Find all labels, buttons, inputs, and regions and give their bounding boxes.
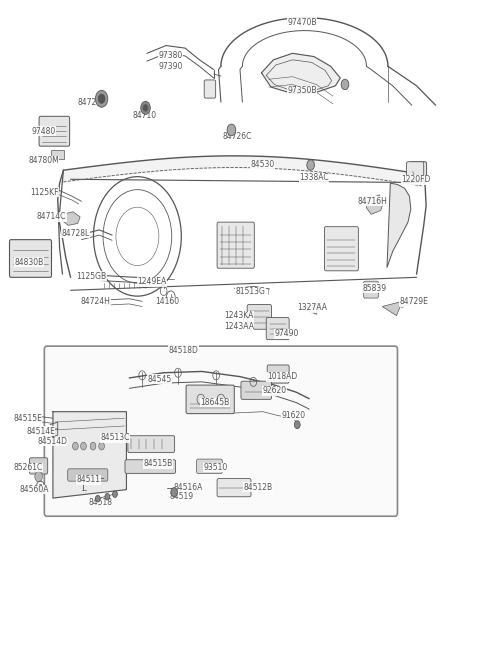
Polygon shape xyxy=(62,212,80,226)
Text: 85261C: 85261C xyxy=(13,463,42,472)
FancyBboxPatch shape xyxy=(217,479,251,497)
Text: 84830B: 84830B xyxy=(14,258,44,267)
Text: 93510: 93510 xyxy=(203,463,228,472)
Text: 84726C: 84726C xyxy=(223,132,252,141)
Text: 84545: 84545 xyxy=(148,375,172,384)
FancyBboxPatch shape xyxy=(266,318,289,340)
Circle shape xyxy=(141,101,150,114)
Text: 97380
97390: 97380 97390 xyxy=(158,52,183,71)
FancyBboxPatch shape xyxy=(204,80,216,98)
Text: 1125GB: 1125GB xyxy=(76,271,106,280)
FancyBboxPatch shape xyxy=(267,365,289,383)
Text: 84512B: 84512B xyxy=(243,482,273,492)
Text: 84729E: 84729E xyxy=(400,297,429,306)
Text: 92620: 92620 xyxy=(262,387,287,395)
Text: 14160: 14160 xyxy=(156,297,180,306)
Text: 84518: 84518 xyxy=(89,498,113,507)
FancyBboxPatch shape xyxy=(197,459,222,473)
Text: 81513G: 81513G xyxy=(236,287,265,296)
FancyBboxPatch shape xyxy=(409,162,427,182)
Text: 97490: 97490 xyxy=(275,329,299,338)
Circle shape xyxy=(113,491,117,497)
Text: 84724H: 84724H xyxy=(81,297,111,306)
Text: 84727C: 84727C xyxy=(77,98,107,106)
Text: 1243KA
1243AA: 1243KA 1243AA xyxy=(224,311,254,331)
Circle shape xyxy=(227,124,236,136)
Polygon shape xyxy=(382,301,402,316)
Text: 97350B: 97350B xyxy=(288,87,317,95)
FancyBboxPatch shape xyxy=(50,150,64,158)
Circle shape xyxy=(96,496,100,502)
Text: 85839: 85839 xyxy=(362,284,386,293)
FancyBboxPatch shape xyxy=(10,240,51,277)
Text: 84519: 84519 xyxy=(170,492,194,501)
FancyBboxPatch shape xyxy=(241,381,272,400)
Circle shape xyxy=(35,471,42,482)
FancyBboxPatch shape xyxy=(128,436,175,452)
Circle shape xyxy=(90,442,96,450)
Text: 97480: 97480 xyxy=(31,126,56,136)
Text: 97470B: 97470B xyxy=(288,18,317,27)
FancyBboxPatch shape xyxy=(44,346,397,516)
Polygon shape xyxy=(387,183,411,267)
Text: 84710: 84710 xyxy=(132,110,156,119)
Text: 1249EA: 1249EA xyxy=(137,277,167,286)
Polygon shape xyxy=(53,411,126,498)
FancyBboxPatch shape xyxy=(30,458,48,474)
Text: 84511: 84511 xyxy=(76,475,100,484)
Polygon shape xyxy=(71,179,417,183)
FancyBboxPatch shape xyxy=(247,304,272,329)
FancyBboxPatch shape xyxy=(364,281,378,298)
Text: 91620: 91620 xyxy=(281,411,305,420)
Text: 84515B: 84515B xyxy=(144,459,172,468)
Circle shape xyxy=(96,91,108,107)
Text: 1220FD: 1220FD xyxy=(401,175,430,185)
Circle shape xyxy=(72,442,78,450)
Text: 84514D: 84514D xyxy=(38,437,68,446)
FancyBboxPatch shape xyxy=(186,385,234,413)
Text: 84516A: 84516A xyxy=(174,482,203,492)
Text: 18645B: 18645B xyxy=(201,398,230,407)
Text: 84518D: 84518D xyxy=(169,346,199,355)
Circle shape xyxy=(307,160,314,170)
Text: 84515E: 84515E xyxy=(13,413,42,422)
Circle shape xyxy=(341,80,349,90)
Text: 84780M: 84780M xyxy=(28,156,59,165)
Text: 84728L: 84728L xyxy=(61,229,89,238)
FancyBboxPatch shape xyxy=(217,222,254,268)
Text: 84514E: 84514E xyxy=(26,426,55,436)
Circle shape xyxy=(38,484,42,490)
Text: 84714C: 84714C xyxy=(37,213,66,222)
Circle shape xyxy=(98,95,105,103)
FancyBboxPatch shape xyxy=(39,116,70,146)
Circle shape xyxy=(294,421,300,428)
Text: 1018AD: 1018AD xyxy=(267,372,297,381)
FancyBboxPatch shape xyxy=(407,162,424,180)
Polygon shape xyxy=(262,53,340,94)
Circle shape xyxy=(81,442,86,450)
Circle shape xyxy=(171,488,178,497)
FancyBboxPatch shape xyxy=(125,460,176,473)
Polygon shape xyxy=(366,195,383,215)
Polygon shape xyxy=(301,303,321,314)
Circle shape xyxy=(143,104,148,111)
Text: 84560A: 84560A xyxy=(19,485,48,494)
Text: 1125KF: 1125KF xyxy=(30,188,59,197)
Text: 1327AA: 1327AA xyxy=(298,303,327,312)
Circle shape xyxy=(105,494,110,500)
FancyBboxPatch shape xyxy=(324,227,359,271)
FancyBboxPatch shape xyxy=(68,469,108,481)
Circle shape xyxy=(99,442,105,450)
Text: 1338AC: 1338AC xyxy=(299,173,329,183)
Text: 84530: 84530 xyxy=(251,160,275,170)
Text: 84716H: 84716H xyxy=(358,197,388,206)
Text: 84513C: 84513C xyxy=(100,433,130,442)
